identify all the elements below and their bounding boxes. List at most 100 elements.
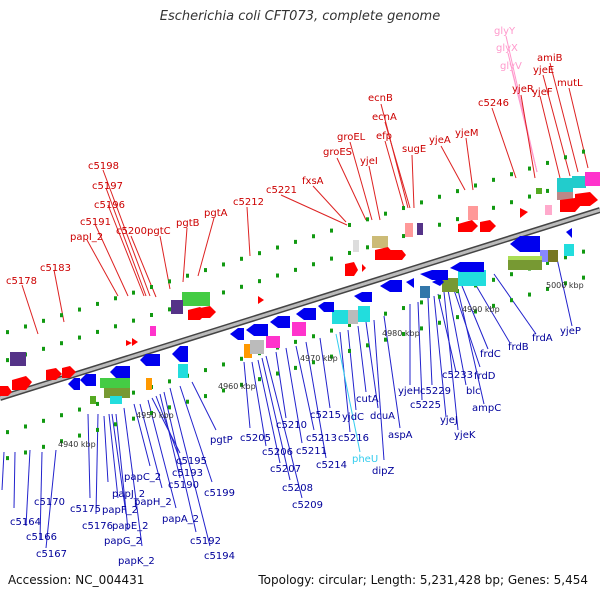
tick-mark	[78, 407, 81, 412]
tick-mark	[366, 217, 369, 222]
gene-label: c5212	[233, 197, 264, 208]
tick-mark	[6, 330, 9, 335]
tick-mark	[402, 306, 405, 311]
gene-label: c5166	[26, 532, 57, 543]
tick-mark	[204, 394, 207, 399]
tick-label: 4940 kbp	[58, 440, 96, 449]
gene-label: c5164	[10, 517, 41, 528]
tick-mark	[312, 360, 315, 365]
gene-label: papC_2	[124, 472, 161, 483]
tick-mark	[78, 335, 81, 340]
tick-mark	[510, 200, 513, 205]
tick-mark	[582, 249, 585, 254]
gene-label: frdD	[474, 371, 496, 382]
gene-label: aspA	[388, 430, 413, 441]
gene-label: c5176	[82, 521, 113, 532]
tick-mark	[42, 444, 45, 449]
gene-label: papA_2	[162, 514, 199, 525]
gene-label: c5208	[282, 483, 313, 494]
tick-mark	[384, 311, 387, 316]
tick-mark	[492, 303, 495, 308]
tick-mark	[402, 332, 405, 337]
tick-mark	[6, 456, 9, 461]
tick-mark	[42, 318, 45, 323]
tick-mark	[186, 273, 189, 278]
gene-label: c5200	[116, 226, 147, 237]
gene-label: ampC	[472, 403, 501, 414]
tick-mark	[96, 401, 99, 406]
gene-label: c5229	[420, 386, 451, 397]
gene-label: glyX	[496, 43, 518, 54]
gene-label: ecnB	[368, 93, 393, 104]
tick-label: 5000 kbp	[546, 281, 584, 290]
tick-mark	[456, 189, 459, 194]
tick-mark	[60, 413, 63, 418]
gene-label: yjeF	[532, 87, 553, 98]
tick-mark	[348, 348, 351, 353]
tick-mark	[24, 324, 27, 329]
gene-label: amiB	[537, 53, 563, 64]
tick-mark	[168, 307, 171, 312]
tick-mark	[42, 418, 45, 423]
tick-mark	[150, 313, 153, 317]
tick-mark	[528, 292, 531, 297]
gene-label: c5192	[190, 536, 221, 547]
tick-mark	[150, 411, 153, 415]
gene-label: fxsA	[302, 176, 324, 187]
gene-label: papF_2	[102, 505, 138, 516]
gene-label: yjeR	[512, 84, 534, 95]
tick-label: 4960 kbp	[218, 382, 256, 391]
tick-mark	[132, 290, 135, 295]
tick-mark	[132, 390, 135, 395]
tick-mark	[420, 300, 423, 305]
tick-mark	[114, 422, 117, 427]
reverse-leader-lines	[1, 253, 573, 549]
gene-label: papK_2	[118, 556, 155, 567]
tick-mark	[60, 341, 63, 346]
tick-mark	[204, 368, 207, 373]
tick-mark	[546, 188, 549, 193]
tick-mark	[528, 194, 531, 199]
tick-mark	[222, 262, 225, 267]
tick-mark	[294, 239, 297, 244]
gene-label: c5206	[262, 447, 293, 458]
gene-label: yjeK	[454, 430, 476, 441]
gene-label: pgtC	[147, 226, 171, 237]
gene-label: pgtP	[210, 435, 233, 446]
gene-label: papI_2	[70, 232, 103, 243]
forward-features	[0, 172, 600, 396]
gene-label: c5205	[240, 433, 271, 444]
gene-label: c5210	[276, 420, 307, 431]
forward-gene-labels: glyY glyX glyV amiB yjeE yjeF mutL yjeR …	[6, 26, 583, 287]
tick-mark	[114, 324, 117, 329]
tick-label: 4950 kbp	[136, 411, 174, 420]
gene-label: c5207	[270, 464, 301, 475]
gene-label: c5183	[40, 263, 71, 274]
tick-mark	[420, 326, 423, 331]
tick-mark	[6, 430, 9, 435]
gene-label: glyV	[500, 61, 522, 72]
tick-mark	[366, 343, 369, 348]
tick-mark	[582, 149, 585, 154]
gene-label: yjeA	[429, 135, 451, 146]
tick-mark	[294, 267, 297, 272]
reverse-gene-labels: c5170 c5164 c5166 c5167 c5175 c5176 papJ…	[10, 326, 581, 567]
gene-label: sugE	[402, 144, 426, 155]
tick-mark	[402, 206, 405, 211]
tick-mark	[168, 279, 171, 284]
tick-mark	[384, 211, 387, 216]
tick-mark	[546, 286, 549, 291]
tick-labels: 4940 kbp 4950 kbp 4960 kbp 4970 kbp 4980 kbp…	[58, 281, 584, 449]
reverse-features	[68, 228, 574, 404]
gene-label: c5221	[266, 185, 297, 196]
tick-mark	[96, 301, 99, 306]
tick-mark	[366, 245, 369, 250]
gene-label: pgtA	[204, 208, 228, 219]
tick-mark	[528, 166, 531, 171]
gene-label: c5213	[306, 433, 337, 444]
gene-label: yjeI	[360, 156, 378, 167]
tick-mark	[60, 439, 63, 444]
tick-mark	[240, 382, 243, 387]
tick-mark	[348, 250, 351, 255]
